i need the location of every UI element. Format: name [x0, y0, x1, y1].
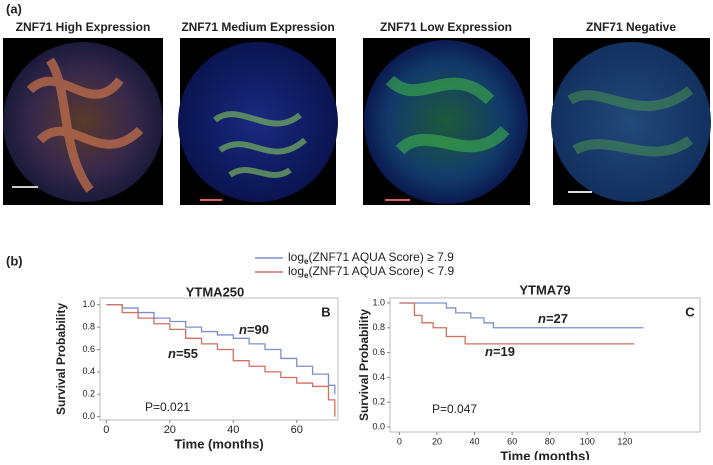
image-title: ZNF71 Negative — [586, 20, 676, 34]
y-tick-label: 0.6 — [372, 347, 385, 357]
tissue-core — [551, 42, 711, 202]
x-tick-label: 60 — [507, 436, 517, 446]
annotation-text: =55 — [176, 346, 198, 361]
legend-base: log — [288, 250, 304, 264]
y-axis-label: Survival Probability — [357, 309, 371, 421]
x-tick-label: 40 — [470, 436, 480, 446]
y-tick-label: 0.2 — [82, 389, 95, 399]
x-tick-label: 20 — [432, 436, 442, 446]
survival-curve — [399, 302, 635, 345]
y-tick-label: 0.8 — [372, 322, 385, 332]
legend-text: (ZNF71 AQUA Score) < 7.9 — [308, 264, 454, 278]
image-title: ZNF71 High Expression — [16, 20, 151, 34]
y-tick-label: 0.4 — [372, 372, 385, 382]
tissue-pattern — [567, 85, 694, 157]
x-axis-label: Time (months) — [174, 436, 263, 451]
survival-curve — [106, 304, 336, 395]
survival-curve — [399, 302, 644, 329]
legend-base: log — [288, 264, 304, 278]
annotation-italic: n — [538, 311, 546, 326]
panel-letter: B — [321, 304, 330, 319]
p-value: P=0.047 — [432, 402, 477, 416]
y-axis-label: Survival Probability — [54, 303, 68, 415]
x-tick-label: 60 — [291, 424, 303, 436]
annotation-italic: n — [168, 346, 176, 361]
x-tick-label: 100 — [580, 436, 595, 446]
y-tick-label: 1.0 — [372, 297, 385, 307]
chart-title: YTMA250 — [186, 284, 245, 299]
image-title: ZNF71 Medium Expression — [181, 20, 334, 34]
x-axis-label: Time (months) — [500, 448, 589, 460]
annotation-text: =27 — [546, 311, 568, 326]
p-value: P=0.021 — [145, 400, 190, 414]
annotation-italic: n — [239, 322, 247, 337]
x-tick-label: 80 — [545, 436, 555, 446]
survival-curve — [106, 304, 336, 417]
y-tick-label: 0.0 — [82, 411, 95, 421]
y-tick-label: 1.0 — [82, 299, 95, 309]
panel-letter: C — [685, 304, 695, 319]
tissue-core — [364, 40, 528, 204]
legend-sub: e — [304, 271, 309, 280]
y-tick-label: 0.2 — [372, 397, 385, 407]
annotation: n=27 — [538, 311, 568, 326]
legend-sub: e — [304, 257, 309, 266]
tissue-pattern — [213, 111, 307, 178]
annotation-text: =19 — [493, 344, 515, 359]
tissue-pattern — [26, 57, 144, 193]
y-tick-label: 0.6 — [82, 344, 95, 354]
legend-text: (ZNF71 AQUA Score) ≥ 7.9 — [308, 250, 454, 264]
x-tick-label: 0 — [397, 436, 402, 446]
chart-title: YTMA79 — [519, 282, 570, 297]
annotation: n=55 — [168, 346, 198, 361]
tissue-pattern — [385, 75, 510, 155]
plot-frame — [389, 297, 701, 433]
legend-label: loge(ZNF71 AQUA Score) < 7.9 — [288, 264, 455, 280]
annotation-text: =90 — [247, 322, 269, 337]
y-tick-label: 0.0 — [372, 421, 385, 431]
panel-label: (b) — [6, 253, 23, 268]
y-tick-label: 0.4 — [82, 366, 95, 376]
x-tick-label: 0 — [103, 424, 109, 436]
plot-frame — [99, 297, 339, 421]
panel-label: (a) — [6, 1, 22, 16]
x-tick-label: 40 — [227, 424, 239, 436]
legend-label: loge(ZNF71 AQUA Score) ≥ 7.9 — [288, 250, 454, 266]
annotation: n=19 — [485, 344, 515, 359]
x-tick-label: 20 — [164, 424, 176, 436]
annotation: n=90 — [239, 322, 269, 337]
annotation-italic: n — [485, 344, 493, 359]
y-tick-label: 0.8 — [82, 321, 95, 331]
image-title: ZNF71 Low Expression — [380, 20, 512, 34]
x-tick-label: 120 — [617, 436, 632, 446]
